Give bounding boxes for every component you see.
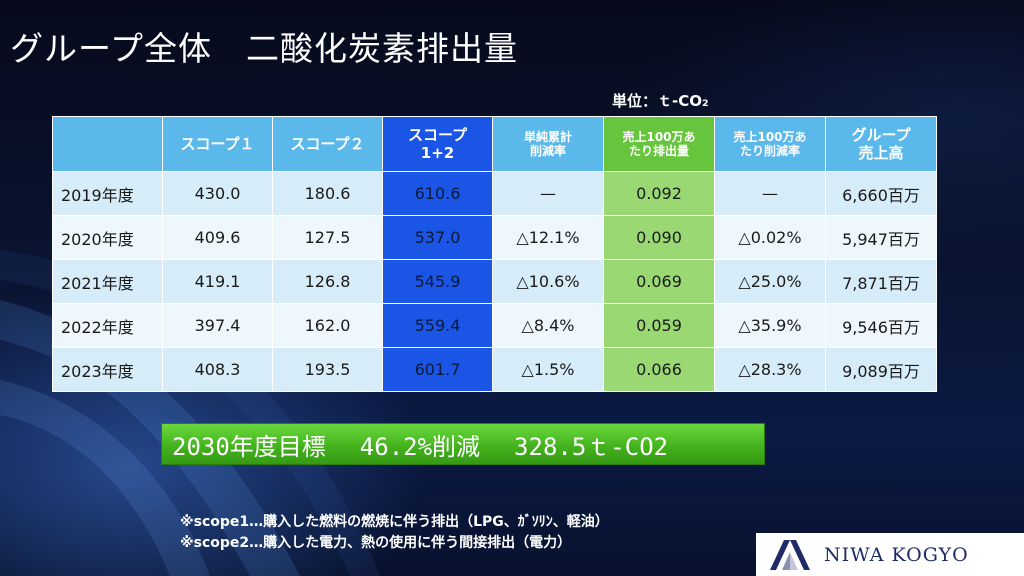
scope12-cell: 601.7: [382, 347, 493, 392]
target-label: 2030年度目標: [172, 432, 326, 461]
table-row: 2022年度 397.4 162.0 559.4 △8.4% 0.059 △35…: [52, 303, 937, 348]
note-scope1: ※scope1…購入した燃料の燃焼に伴う排出（LPG、ｶﾞｿﾘﾝ、軽油）: [180, 514, 609, 530]
table-row: 2023年度 408.3 193.5 601.7 △1.5% 0.066 △28…: [52, 347, 937, 392]
scope12-cell: 610.6: [382, 171, 493, 216]
per-sales-cell: 0.059: [603, 303, 715, 348]
scope2-cell: 180.6: [272, 171, 383, 216]
header-per-sales: 売上100万あ たり排出量: [603, 116, 715, 172]
header-per-sales-text: 売上100万あ たり排出量: [622, 129, 696, 158]
year-cell: 2019年度: [52, 171, 163, 216]
scope1-cell: 397.4: [162, 303, 273, 348]
reduction-cell: △1.5%: [492, 347, 604, 392]
scope2-cell: 162.0: [272, 303, 383, 348]
scope12-cell: 559.4: [382, 303, 493, 348]
year-cell: 2021年度: [52, 259, 163, 304]
per-sales-cell: 0.092: [603, 171, 715, 216]
table-row: 2019年度 430.0 180.6 610.6 — 0.092 — 6,660…: [52, 171, 937, 216]
header-per-sales-reduction-text: 売上100万あ たり削減率: [733, 129, 807, 158]
per-sales-reduction-cell: △28.3%: [714, 347, 826, 392]
year-cell: 2020年度: [52, 215, 163, 260]
table-row: 2020年度 409.6 127.5 537.0 △12.1% 0.090 △0…: [52, 215, 937, 260]
sales-cell: 6,660百万: [825, 171, 937, 216]
reduction-cell: △8.4%: [492, 303, 604, 348]
emissions-table: スコープ１ スコープ２ スコープ 1+2 単純累計 削減率 売上100万あ たり排出量…: [52, 116, 937, 392]
logo-text: NIWA KOGYO: [824, 543, 969, 566]
per-sales-reduction-cell: △35.9%: [714, 303, 826, 348]
per-sales-cell: 0.066: [603, 347, 715, 392]
header-corner: [52, 116, 163, 172]
scope2-cell: 126.8: [272, 259, 383, 304]
note-scope2: ※scope2…購入した電力、熱の使用に伴う間接排出（電力）: [180, 535, 572, 551]
sales-cell: 5,947百万: [825, 215, 937, 260]
scope1-cell: 408.3: [162, 347, 273, 392]
scope1-cell: 409.6: [162, 215, 273, 260]
table-header-row: スコープ１ スコープ２ スコープ 1+2 単純累計 削減率 売上100万あ たり排出量…: [52, 116, 937, 172]
page-title: グループ全体 二酸化炭素排出量: [10, 29, 519, 68]
per-sales-reduction-cell: △0.02%: [714, 215, 826, 260]
target-amount: 328.5ｔ-CO2: [514, 432, 669, 461]
reduction-cell: △10.6%: [492, 259, 604, 304]
header-reduction-text: 単純累計 削減率: [523, 129, 572, 158]
header-sales-text: グループ 売上高: [851, 126, 911, 162]
year-cell: 2023年度: [52, 347, 163, 392]
header-sales: グループ 売上高: [825, 116, 937, 172]
sales-cell: 9,546百万: [825, 303, 937, 348]
per-sales-cell: 0.069: [603, 259, 715, 304]
year-cell: 2022年度: [52, 303, 163, 348]
header-scope12-text: スコープ 1+2: [407, 126, 468, 162]
per-sales-cell: 0.090: [603, 215, 715, 260]
unit-label: 単位：ｔ-CO₂: [612, 92, 709, 110]
target-banner: 2030年度目標 46.2%削減 328.5ｔ-CO2: [161, 423, 765, 465]
header-scope2: スコープ２: [272, 116, 383, 172]
scope1-cell: 430.0: [162, 171, 273, 216]
header-scope1: スコープ１: [162, 116, 273, 172]
header-scope12: スコープ 1+2: [382, 116, 493, 172]
logo-mark-icon: [770, 539, 810, 570]
scope12-cell: 545.9: [382, 259, 493, 304]
header-per-sales-reduction: 売上100万あ たり削減率: [714, 116, 826, 172]
scope1-cell: 419.1: [162, 259, 273, 304]
sales-cell: 7,871百万: [825, 259, 937, 304]
sales-cell: 9,089百万: [825, 347, 937, 392]
scope2-cell: 127.5: [272, 215, 383, 260]
scope12-cell: 537.0: [382, 215, 493, 260]
reduction-cell: △12.1%: [492, 215, 604, 260]
table-row: 2021年度 419.1 126.8 545.9 △10.6% 0.069 △2…: [52, 259, 937, 304]
scope2-cell: 193.5: [272, 347, 383, 392]
reduction-cell: —: [492, 171, 604, 216]
per-sales-reduction-cell: —: [714, 171, 826, 216]
per-sales-reduction-cell: △25.0%: [714, 259, 826, 304]
company-logo: NIWA KOGYO: [756, 533, 1024, 576]
target-reduction: 46.2%削減: [359, 432, 481, 461]
header-reduction: 単純累計 削減率: [492, 116, 604, 172]
